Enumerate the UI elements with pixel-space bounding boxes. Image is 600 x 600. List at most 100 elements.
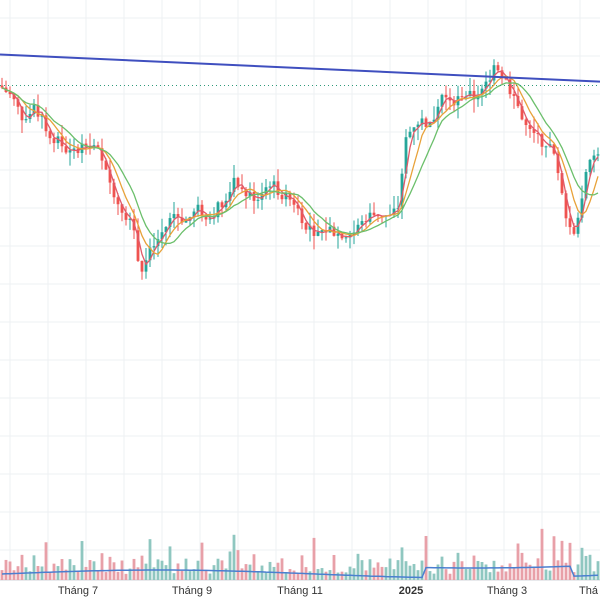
- candle-body: [176, 214, 180, 218]
- volume-bar: [564, 562, 568, 580]
- candle-body: [272, 181, 276, 187]
- volume-bars: [0, 528, 600, 580]
- volume-bar: [48, 572, 52, 580]
- x-axis: Tháng 7 Tháng 9 Tháng 11 2025 Tháng 3 Thá: [58, 585, 599, 597]
- candle-body: [364, 221, 368, 223]
- volume-bar: [588, 554, 592, 580]
- volume-bar: [116, 571, 120, 580]
- candle-body: [16, 99, 20, 107]
- candle-body: [20, 106, 24, 121]
- volume-bar: [344, 572, 348, 580]
- candle-body: [432, 119, 436, 122]
- volume-bar: [484, 564, 488, 580]
- candle-body: [64, 146, 68, 153]
- candle-body: [204, 215, 208, 220]
- volume-bar: [20, 554, 24, 580]
- volume-bar: [428, 571, 432, 580]
- volume-bar: [360, 560, 364, 580]
- candle-body: [240, 187, 244, 190]
- volume-bar: [292, 570, 296, 580]
- candle-body: [488, 80, 492, 82]
- candle-body: [524, 119, 528, 126]
- volume-bar: [32, 555, 36, 580]
- candle-body: [444, 94, 448, 98]
- candle-body: [156, 239, 160, 247]
- volume-bar: [496, 571, 500, 580]
- volume-bar: [312, 537, 316, 580]
- candle-body: [260, 193, 264, 200]
- candle-body: [492, 65, 496, 81]
- volume-bar: [124, 573, 128, 580]
- volume-bar: [528, 564, 532, 580]
- candle-body: [52, 138, 56, 144]
- candle-body: [244, 189, 248, 197]
- candle-body: [32, 105, 36, 114]
- volume-bar: [56, 566, 60, 580]
- candle-body: [128, 218, 132, 220]
- resistance-trend-line: [0, 53, 600, 83]
- volume-bar: [532, 567, 536, 580]
- candle-body: [440, 94, 444, 107]
- volume-bar: [68, 559, 72, 580]
- candle-body: [556, 153, 560, 174]
- candle-body: [580, 198, 584, 218]
- volume-bar: [296, 572, 300, 580]
- volume-bar: [228, 551, 232, 580]
- volume-bar: [596, 561, 600, 580]
- volume-bar: [452, 561, 456, 580]
- volume-bar: [384, 567, 388, 580]
- volume-bar: [480, 561, 484, 580]
- volume-bar: [152, 567, 156, 580]
- volume-bar: [580, 547, 584, 580]
- candle-body: [192, 211, 196, 218]
- candle-body: [28, 113, 32, 120]
- volume-bar: [212, 565, 216, 580]
- volume-bar: [512, 567, 516, 580]
- volume-bar: [544, 569, 548, 580]
- candle-body: [568, 218, 572, 228]
- volume-bar: [356, 553, 360, 580]
- candle-body: [540, 134, 544, 147]
- volume-bar: [136, 567, 140, 580]
- volume-bar: [224, 568, 228, 580]
- candle-body: [376, 215, 380, 217]
- candle-body: [436, 106, 440, 120]
- volume-bar: [148, 539, 152, 580]
- candle-body: [448, 97, 452, 101]
- candle-body: [400, 173, 404, 209]
- candle-body: [416, 124, 420, 128]
- candle-body: [228, 191, 232, 201]
- volume-bar: [192, 569, 196, 580]
- candle-body: [288, 192, 292, 200]
- x-tick-label: Tháng 9: [172, 585, 212, 597]
- volume-bar: [216, 558, 220, 580]
- candle-body: [508, 79, 512, 95]
- volume-bar: [276, 562, 280, 580]
- volume-bar: [236, 550, 240, 580]
- volume-bar: [40, 566, 44, 580]
- candle-body: [116, 197, 120, 205]
- volume-bar: [0, 570, 4, 580]
- candle-body: [104, 160, 108, 170]
- volume-bar: [536, 558, 540, 580]
- volume-bar: [548, 570, 552, 580]
- candle-body: [164, 226, 168, 233]
- candle-body: [12, 94, 16, 100]
- candle-body: [100, 148, 104, 161]
- volume-bar: [8, 561, 12, 580]
- candle-body: [36, 105, 40, 117]
- volume-bar: [508, 563, 512, 580]
- candle-body: [196, 204, 200, 212]
- volume-bar: [272, 566, 276, 580]
- volume-bar: [556, 560, 560, 580]
- candle-body: [356, 224, 360, 233]
- volume-bar: [372, 567, 376, 580]
- volume-bar: [4, 559, 8, 580]
- candle-body: [372, 212, 376, 216]
- candle-body: [280, 194, 284, 200]
- candle-body: [480, 88, 484, 96]
- candle-body: [304, 223, 308, 230]
- candle-body: [496, 65, 500, 71]
